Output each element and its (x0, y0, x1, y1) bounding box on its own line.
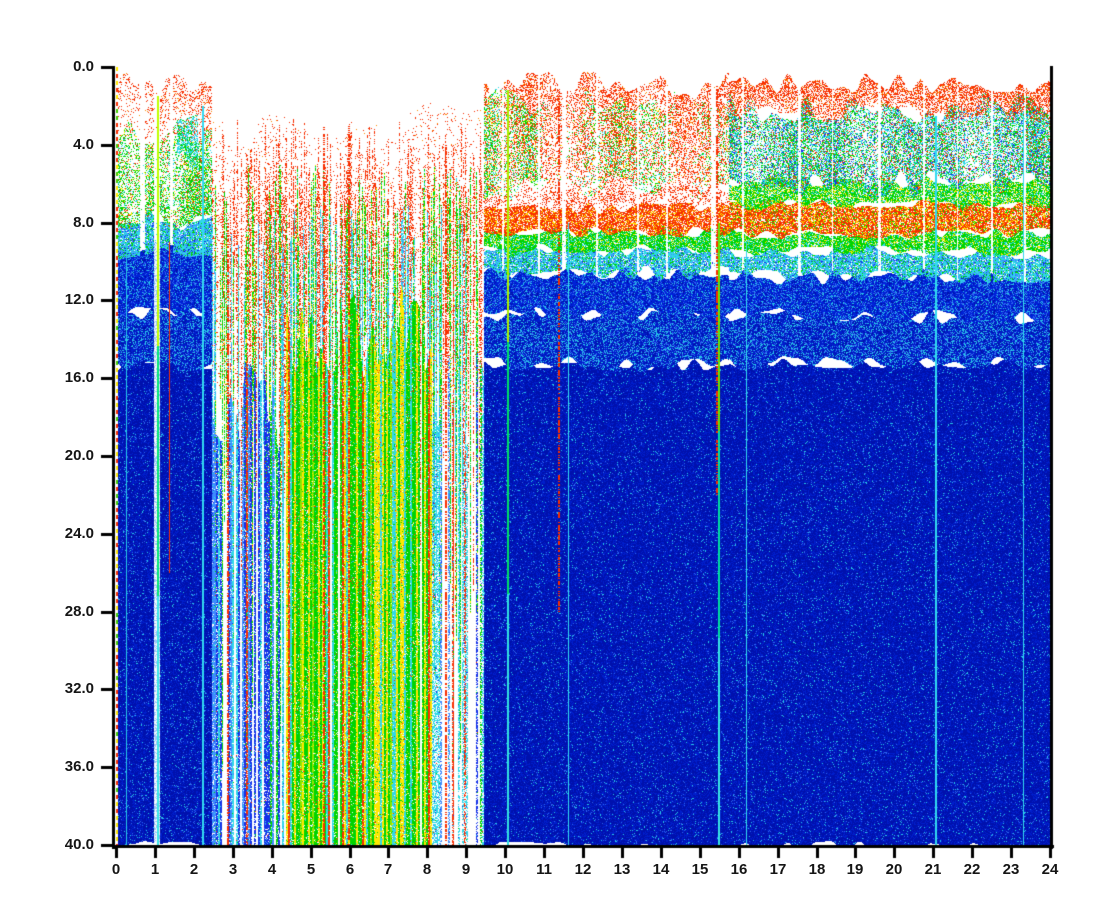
y-tick-label: 24.0 (64, 525, 94, 542)
y-tick-label: 32.0 (64, 680, 94, 697)
y-tick-label: 28.0 (64, 603, 94, 620)
y-tick-label: 4.0 (73, 136, 94, 153)
x-tick-label: 12 (574, 861, 592, 878)
x-tick-label: 11 (536, 861, 552, 878)
x-tick-label: 23 (1002, 861, 1020, 878)
x-tick-label: 6 (345, 861, 355, 878)
x-tick-label: 14 (652, 861, 670, 878)
x-tick-label: 15 (691, 861, 709, 878)
x-tick-label: 10 (496, 861, 514, 878)
y-tick-label: 20.0 (64, 447, 94, 464)
x-tick-label: 7 (383, 861, 393, 878)
y-tick-label: 40.0 (64, 836, 94, 853)
y-tick-label: 12.0 (64, 291, 94, 308)
x-tick-label: 20 (885, 861, 903, 878)
x-tick-label: 8 (422, 861, 432, 878)
y-tick-label: 8.0 (73, 214, 94, 231)
x-tick-label: 22 (963, 861, 981, 878)
x-tick-label: 4 (267, 861, 277, 878)
x-tick-label: 21 (924, 861, 942, 878)
x-tick-label: 18 (808, 861, 826, 878)
x-tick-label: 17 (769, 861, 787, 878)
x-tick-label: 13 (613, 861, 631, 878)
x-tick-label: 16 (730, 861, 748, 878)
x-tick-label: 2 (189, 861, 199, 878)
y-tick-label: 16.0 (64, 369, 94, 386)
y-tick-label: 0.0 (73, 58, 94, 75)
x-tick-label: 3 (228, 861, 238, 878)
x-tick-label: 5 (306, 861, 316, 878)
x-tick-label: 9 (461, 861, 471, 878)
x-tick-label: 0 (111, 861, 121, 878)
x-tick-label: 19 (846, 861, 864, 878)
y-tick-label: 36.0 (64, 758, 94, 775)
x-tick-label: 24 (1041, 861, 1059, 878)
x-tick-label: 1 (150, 861, 160, 878)
